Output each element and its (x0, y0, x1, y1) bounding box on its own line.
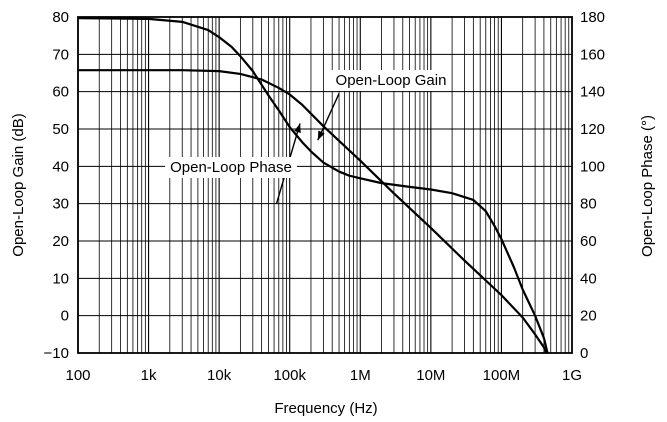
annotation-arrowhead (294, 123, 301, 134)
y2-tick-label: 180 (580, 9, 605, 26)
y-tick-label: 50 (52, 121, 69, 138)
plot-frame (77, 16, 573, 354)
x-tick-label: 100M (483, 367, 521, 384)
y-tick-label: 80 (52, 9, 69, 26)
y-tick-label: 10 (52, 270, 69, 287)
annotation-label: Open-Loop Phase (170, 159, 292, 176)
y-tick-label: 40 (52, 158, 69, 175)
y2-tick-label: 140 (580, 84, 605, 101)
y-tick-label: −10 (44, 345, 69, 362)
annotation-label-bg (165, 157, 297, 178)
x-tick-label: 1G (562, 367, 582, 384)
y-tick-label: 30 (52, 196, 69, 213)
y2-tick-label: 120 (580, 121, 605, 138)
x-tick-label: 10M (416, 367, 445, 384)
annotations: Open-Loop Gain Open-Loop Phase (165, 70, 452, 204)
y2-tick-label: 40 (580, 270, 597, 287)
y-axis-left-title: Open-Loop Gain (dB) (10, 113, 27, 256)
y-tick-label: 70 (52, 46, 69, 63)
y2-tick-label: 160 (580, 46, 605, 63)
series-line-open-loop-gain (77, 17, 549, 354)
y2-tick-label: 60 (580, 233, 597, 250)
x-tick-label: 1k (141, 367, 157, 384)
annotation-label-bg (330, 70, 452, 91)
x-tick-label: 1M (350, 367, 371, 384)
y-axis-right-ticks: 180 160 140 120 100 80 60 40 20 0 (580, 9, 605, 362)
y-axis-left-ticks: 80 70 60 50 40 30 20 10 0 −10 (44, 9, 69, 362)
y2-tick-label: 0 (580, 345, 588, 362)
y2-tick-label: 100 (580, 158, 605, 175)
series-line-open-loop-phase (78, 69, 548, 354)
x-tick-label: 10k (207, 367, 232, 384)
y-tick-label: 0 (61, 308, 69, 325)
x-axis-ticks: 100 1k 10k 100k 1M 10M 100M 1G (65, 367, 582, 384)
y-axis-right-title: Open-Loop Phase (°) (639, 115, 656, 257)
y-tick-label: 60 (52, 84, 69, 101)
x-tick-label: 100 (65, 367, 90, 384)
x-axis-title: Frequency (Hz) (274, 400, 377, 417)
y-tick-label: 20 (52, 233, 69, 250)
grid (77, 16, 572, 354)
annotation-label: Open-Loop Gain (336, 72, 447, 89)
y2-tick-label: 20 (580, 308, 597, 325)
annotation-arrowhead (317, 130, 325, 141)
series-layer (77, 17, 549, 354)
x-tick-label: 100k (273, 367, 306, 384)
y2-tick-label: 80 (580, 196, 597, 213)
